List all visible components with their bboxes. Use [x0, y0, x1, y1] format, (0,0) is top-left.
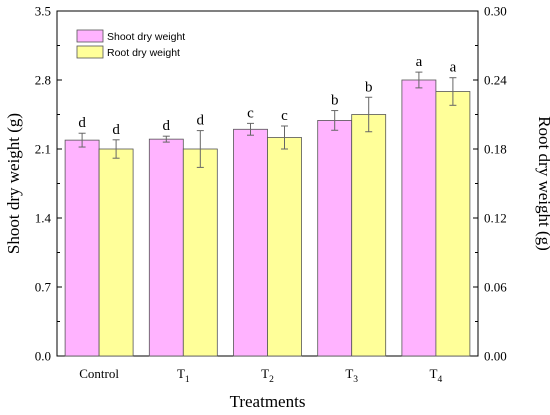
left-y-tick-label: 2.1	[35, 142, 51, 157]
left-y-tick-label: 2.8	[35, 73, 51, 88]
x-axis-title: Treatments	[230, 392, 306, 411]
x-tick-label: T4	[430, 366, 443, 385]
left-y-tick-label: 0.0	[35, 349, 51, 364]
x-tick-label: T3	[345, 366, 358, 385]
significance-label: b	[331, 93, 339, 109]
legend-label: Shoot dry weight	[107, 31, 185, 43]
right-y-tick-label: 0.12	[484, 211, 507, 226]
significance-label: c	[281, 108, 288, 124]
bar-shoot	[233, 128, 268, 357]
significance-label: d	[163, 118, 171, 134]
bar-root	[182, 148, 218, 357]
legend-swatch	[76, 45, 104, 59]
significance-label: d	[78, 115, 86, 131]
left-y-tick-label: 1.4	[35, 211, 52, 226]
right-y-tick-label: 0.06	[484, 280, 507, 295]
right-y-tick-label: 0.00	[484, 349, 507, 364]
right-y-axis-title: Root dry weight (g)	[535, 116, 550, 251]
x-tick-label: T1	[177, 366, 190, 385]
right-y-tick-label: 0.18	[484, 142, 507, 157]
bar-shoot	[64, 139, 100, 357]
legend-label: Root dry weight	[107, 47, 180, 59]
significance-label: a	[416, 54, 423, 70]
bar-root	[435, 91, 471, 357]
legend: Shoot dry weight Root dry weight	[76, 29, 185, 59]
bar-root	[351, 114, 387, 357]
bar-root	[98, 148, 134, 357]
significance-label: c	[247, 105, 254, 121]
right-y-tick-label: 0.24	[484, 73, 507, 88]
plot-area: 0.0 0.7 1.4 2.1 2.8 3.5 0.00 0.06 0.12 0.18 0.24 0.…	[35, 4, 508, 386]
bar-shoot	[401, 79, 437, 357]
significance-label: d	[112, 122, 120, 138]
significance-label: b	[365, 79, 373, 95]
legend-swatch	[76, 29, 104, 43]
left-y-tick-label: 0.7	[35, 280, 52, 295]
x-tick-label: T2	[261, 366, 274, 385]
right-y-tick-label: 0.30	[484, 4, 507, 19]
left-y-tick-label: 3.5	[35, 4, 51, 19]
bar-shoot	[317, 120, 353, 357]
bar-shoot	[148, 138, 184, 357]
left-y-axis-title: Shoot dry weight (g)	[4, 113, 23, 254]
significance-label: d	[197, 113, 205, 129]
significance-label: a	[450, 60, 457, 76]
bar-root	[267, 137, 302, 357]
x-tick-label: Control	[79, 366, 119, 381]
